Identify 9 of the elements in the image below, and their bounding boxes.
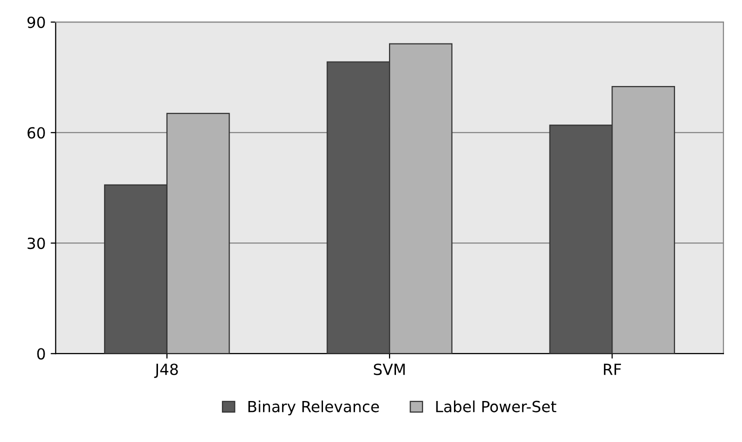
y-tick-label: 30 — [28, 238, 45, 250]
legend-label: Label Power-Set — [436, 400, 556, 412]
y-tick-label: 0 — [37, 348, 45, 360]
x-tick-label: RF — [604, 364, 621, 375]
y-tick-label: 60 — [28, 127, 45, 139]
x-tick-label: SVM — [374, 364, 405, 376]
legend-label: Binary Relevance — [248, 400, 379, 416]
y-tick-label: 90 — [27, 16, 45, 28]
x-tick-label: J48 — [154, 364, 178, 378]
